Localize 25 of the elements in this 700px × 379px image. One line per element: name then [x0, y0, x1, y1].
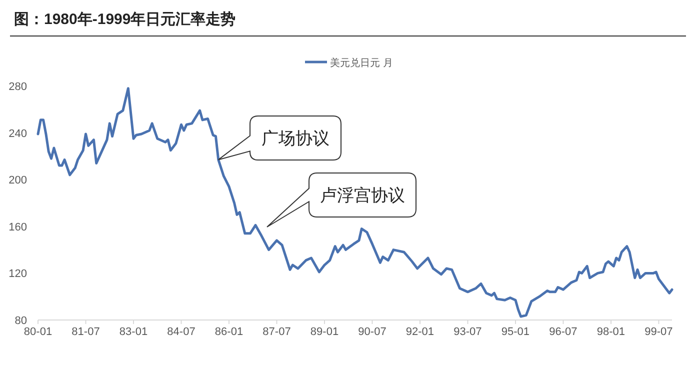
x-tick-label: 89-01 — [310, 326, 339, 338]
annotation: 卢浮宫协议 — [320, 186, 405, 205]
y-tick-label: 120 — [8, 268, 27, 280]
line-series — [36, 87, 674, 318]
x-tick-label: 86-01 — [214, 326, 244, 338]
x-tick-label: 98-01 — [596, 326, 626, 338]
chart-title: 图：1980年-1999年日元汇率走势 — [14, 10, 236, 28]
x-tick-label: 99-07 — [644, 326, 673, 338]
x-tick-label: 80-01 — [24, 326, 52, 338]
annotation: 广场协议 — [262, 129, 330, 148]
y-tick-label: 80 — [14, 315, 27, 327]
x-tick-label: 96-07 — [549, 326, 578, 338]
y-tick-label: 200 — [8, 174, 27, 187]
y-tick-label: 240 — [8, 128, 27, 140]
x-tick-label: 81-07 — [72, 326, 100, 338]
x-tick-label: 90-07 — [358, 326, 386, 338]
x-tick-label: 84-07 — [167, 326, 196, 338]
y-tick-label: 160 — [8, 221, 27, 234]
x-tick-label: 83-01 — [119, 326, 148, 338]
x-tick-label: 92-01 — [406, 326, 434, 338]
y-tick-label: 280 — [8, 81, 27, 93]
x-tick-label: 93-07 — [454, 326, 482, 338]
x-tick-label: 87-07 — [262, 326, 291, 338]
x-tick-label: 95-01 — [501, 326, 530, 338]
legend-label: 美元兑日元 月 — [330, 57, 393, 69]
